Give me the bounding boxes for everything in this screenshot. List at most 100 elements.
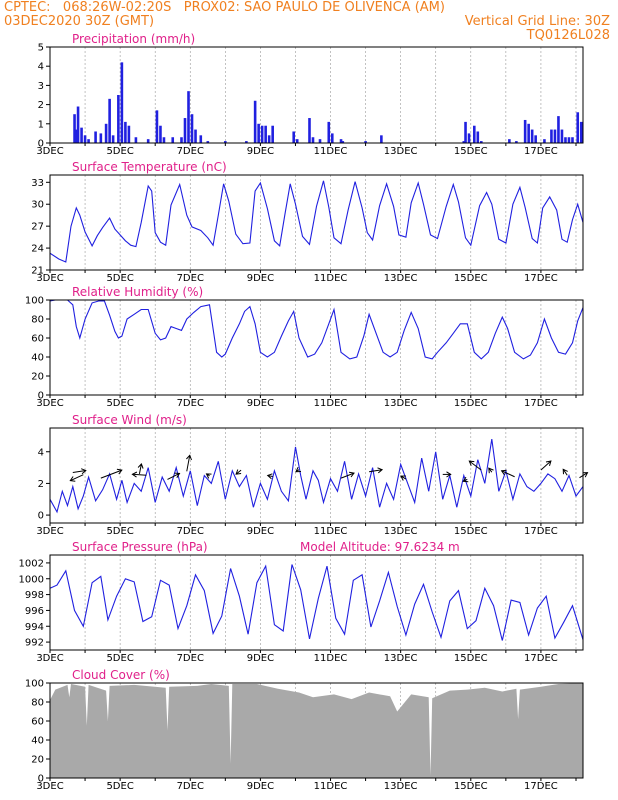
- precip-bar: [264, 125, 267, 143]
- precip-bar: [467, 133, 471, 143]
- x-tick-label: 11DEC: [314, 653, 348, 664]
- y-tick-label: 992: [25, 638, 44, 649]
- y-tick-label: 0: [38, 511, 44, 522]
- surface-pressure-line: [49, 564, 584, 641]
- wind-vector: [72, 470, 86, 474]
- x-tick-label: 9DEC: [247, 781, 274, 792]
- precip-bar: [567, 137, 571, 143]
- wind-arrowhead: [462, 476, 469, 483]
- wind-vector: [70, 474, 84, 482]
- precip-bar: [117, 95, 120, 143]
- precip-bar: [83, 135, 87, 143]
- x-tick-label: 7DEC: [177, 781, 204, 792]
- wind-arrowhead: [468, 460, 475, 466]
- wind-arrowhead: [545, 460, 552, 466]
- x-tick-label: 11DEC: [314, 273, 348, 284]
- x-tick-label: 3DEC: [36, 781, 63, 792]
- precip-bar: [180, 137, 183, 143]
- wind-arrowhead: [174, 472, 181, 478]
- y-tick-label: 0: [38, 774, 44, 785]
- precip-bar: [527, 123, 530, 143]
- wind-vector: [235, 469, 242, 475]
- wind-vector: [469, 460, 482, 471]
- wind-arrowhead: [488, 467, 494, 474]
- panel-title: Surface Temperature (nC): [72, 160, 227, 174]
- wind-arrowhead: [186, 454, 192, 461]
- x-tick-label: 17DEC: [524, 273, 558, 284]
- relative-humidity-line: [49, 299, 584, 360]
- precip-bar: [515, 141, 518, 143]
- precip-bar: [476, 131, 480, 143]
- y-tick-label: 80: [31, 315, 44, 326]
- precip-bar: [341, 141, 345, 143]
- precip-bar: [190, 114, 194, 143]
- precip-bar: [73, 114, 76, 143]
- x-tick-label: 9DEC: [247, 273, 274, 284]
- panel-title: Cloud Cover (%): [72, 668, 170, 682]
- y-tick-label: 100: [25, 296, 44, 307]
- precip-bar: [564, 137, 567, 143]
- precip-bar: [380, 135, 383, 143]
- wind-arrowhead: [116, 468, 123, 475]
- panel-title: Precipitation (mm/h): [72, 32, 195, 46]
- y-tick-label: 100: [25, 679, 44, 690]
- y-tick-label: 1002: [19, 558, 44, 569]
- x-tick-label: 13DEC: [384, 146, 418, 157]
- precip-bar: [146, 139, 150, 143]
- precip-bar: [76, 106, 80, 143]
- precip-bar: [543, 139, 546, 143]
- x-tick-label: 3DEC: [36, 146, 63, 157]
- y-tick-label: 33: [31, 178, 44, 189]
- panel-frame: [49, 554, 584, 651]
- x-tick-label: 5DEC: [106, 781, 133, 792]
- precip-bar: [253, 100, 257, 143]
- precip-bar: [327, 121, 331, 143]
- x-tick-label: 3DEC: [36, 398, 63, 409]
- y-tick-label: 2: [38, 100, 44, 111]
- x-tick-label: 11DEC: [314, 146, 348, 157]
- x-tick-label: 13DEC: [384, 526, 418, 537]
- precip-bar: [120, 62, 124, 143]
- precip-bar: [579, 121, 583, 143]
- precip-bar: [245, 141, 248, 143]
- panel-subtitle: Model Altitude: 97.6234 m: [300, 540, 460, 554]
- x-tick-label: 7DEC: [177, 526, 204, 537]
- precip-bar: [155, 110, 159, 143]
- x-tick-label: 11DEC: [314, 398, 348, 409]
- precip-bar: [99, 133, 103, 143]
- precip-bar: [534, 135, 537, 143]
- wind-arrowhead: [131, 471, 138, 478]
- precip-bar: [257, 123, 260, 143]
- x-tick-label: 11DEC: [314, 526, 348, 537]
- y-tick-label: 2: [38, 479, 44, 490]
- x-tick-label: 3DEC: [36, 526, 63, 537]
- y-tick-label: 60: [31, 334, 44, 345]
- header-model: TQ0126L028: [526, 28, 610, 43]
- precip-bar: [94, 131, 97, 143]
- wind-vector: [501, 470, 515, 478]
- x-tick-label: 5DEC: [106, 653, 133, 664]
- panel-title: Surface Wind (m/s): [72, 413, 187, 427]
- panel-title: Relative Humidity (%): [72, 285, 203, 299]
- x-tick-label: 17DEC: [524, 526, 558, 537]
- precip-bar: [462, 141, 466, 143]
- y-tick-label: 1: [38, 119, 44, 130]
- precip-bar: [108, 98, 111, 143]
- precip-bar: [311, 137, 315, 143]
- precip-bar: [159, 125, 162, 143]
- y-tick-label: 24: [31, 244, 44, 255]
- header-line1: CPTEC: 068:26W-02:20S PROX02: SAO PAULO …: [4, 0, 445, 15]
- wind-vector: [562, 468, 568, 476]
- x-tick-label: 7DEC: [177, 146, 204, 157]
- panel-frame: [49, 682, 584, 779]
- precip-bar: [523, 119, 527, 143]
- header-date: 03DEC2020 30Z (GMT): [4, 14, 155, 29]
- precip-bar: [550, 129, 553, 143]
- wind-vector: [540, 460, 552, 471]
- x-tick-label: 9DEC: [247, 653, 274, 664]
- precip-bar: [271, 125, 274, 143]
- x-tick-label: 9DEC: [247, 526, 274, 537]
- wind-arrowhead: [205, 473, 212, 479]
- precip-bar: [104, 123, 108, 143]
